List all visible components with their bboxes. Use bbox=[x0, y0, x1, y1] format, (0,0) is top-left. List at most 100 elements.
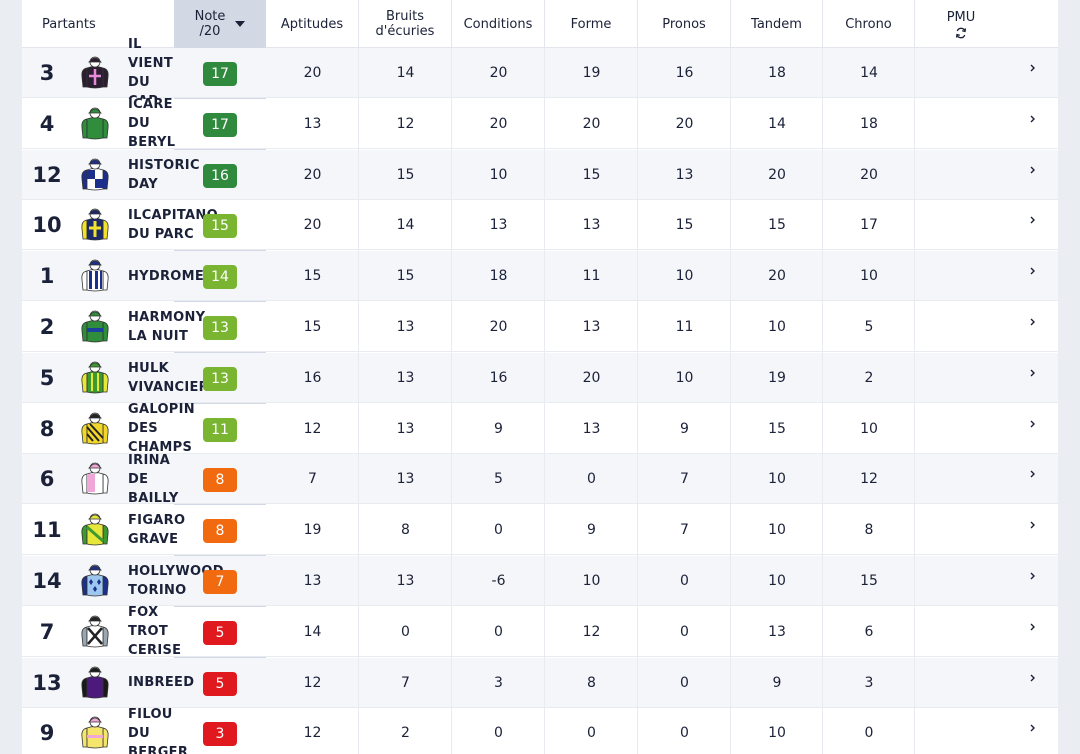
chevron-right-icon[interactable] bbox=[1028, 214, 1038, 228]
score-bruits-ecuries: 15 bbox=[396, 166, 415, 183]
score-aptitudes: 14 bbox=[303, 623, 322, 640]
table-row[interactable]: 2 HARMONY LA NUIT 13 15 13 20 13 11 10 5 bbox=[22, 302, 1058, 352]
column-divider bbox=[914, 48, 915, 754]
horse-name[interactable]: HULK VIVANCIERE bbox=[128, 360, 219, 395]
score-aptitudes: 20 bbox=[303, 217, 322, 234]
chevron-right-icon[interactable] bbox=[1028, 519, 1038, 533]
horse-number: 2 bbox=[39, 315, 55, 339]
horse-name[interactable]: HISTORIC DAY bbox=[128, 157, 200, 192]
score-conditions: 16 bbox=[489, 369, 508, 386]
header-bruits-ecuries[interactable]: Bruits d'écuries bbox=[359, 0, 452, 48]
horse-name[interactable]: HARMONY LA NUIT bbox=[128, 310, 206, 344]
table-row[interactable]: 6 IRINA DE BAILLY 8 7 13 5 0 7 10 12 bbox=[22, 452, 1058, 506]
header-tandem[interactable]: Tandem bbox=[731, 0, 823, 48]
score-tandem: 15 bbox=[768, 420, 786, 437]
score-forme: 10 bbox=[582, 573, 601, 589]
table-header: Partants Note /20 Aptitudes Bruits d'écu… bbox=[22, 0, 1058, 48]
horse-name[interactable]: HOLLYWOOD TORINO bbox=[128, 564, 224, 598]
score-aptitudes: 12 bbox=[303, 674, 322, 691]
table-row[interactable]: 4 ICARE DU BERYL 17 13 12 20 20 20 14 18 bbox=[22, 97, 1058, 151]
score-bruits-ecuries: 12 bbox=[396, 115, 415, 132]
header-pmu-label: PMU bbox=[946, 9, 976, 25]
table-row[interactable]: 14 HOLLYWOOD TORINO 7 13 13 -6 10 0 10 15 bbox=[22, 556, 1058, 606]
table-row[interactable]: 5 HULK VIVANCIERE 13 16 13 16 20 10 19 2 bbox=[22, 352, 1058, 403]
score-aptitudes: 16 bbox=[303, 369, 322, 386]
score-bruits-ecuries: 13 bbox=[396, 471, 415, 488]
horse-name[interactable]: GALOPIN DES CHAMPS bbox=[128, 402, 195, 456]
score-forme: 20 bbox=[582, 115, 601, 132]
horse-name[interactable]: ILCAPITANO DU PARC bbox=[128, 208, 218, 243]
header-note-sort[interactable]: Note /20 bbox=[174, 0, 266, 48]
header-conditions[interactable]: Conditions bbox=[452, 0, 545, 48]
table-row[interactable]: 10 ILCAPITANO DU PARC 15 20 14 13 13 15 15 17 bbox=[22, 200, 1058, 251]
chevron-right-icon[interactable] bbox=[1028, 265, 1038, 279]
table-row[interactable]: 13 INBREED 5 12 7 3 8 0 9 3 bbox=[22, 657, 1058, 708]
chevron-right-icon[interactable] bbox=[1028, 113, 1038, 127]
score-tandem: 20 bbox=[768, 268, 786, 285]
jockey-silk-icon bbox=[77, 715, 113, 753]
header-pronos[interactable]: Pronos bbox=[638, 0, 731, 48]
score-aptitudes: 12 bbox=[303, 420, 322, 437]
jockey-silk-icon bbox=[77, 411, 113, 449]
note-badge: 5 bbox=[203, 620, 237, 645]
score-pronos: 9 bbox=[680, 420, 689, 437]
score-forme: 13 bbox=[582, 217, 601, 234]
header-partants[interactable]: Partants bbox=[42, 16, 96, 32]
horse-number: 13 bbox=[32, 670, 62, 695]
chevron-right-icon[interactable] bbox=[1028, 621, 1038, 635]
table-row[interactable]: 7 FOX TROT CERISE 5 14 0 0 12 0 13 6 bbox=[22, 605, 1058, 659]
chevron-right-icon[interactable] bbox=[1028, 316, 1038, 330]
horse-name[interactable]: FIGARO GRAVE bbox=[128, 513, 186, 548]
score-tandem: 10 bbox=[768, 522, 786, 539]
chevron-right-icon[interactable] bbox=[1028, 468, 1038, 482]
horse-name[interactable]: HYDROME bbox=[128, 268, 205, 284]
horse-name[interactable]: FILOU DU BERGER bbox=[128, 706, 189, 754]
chevron-right-icon[interactable] bbox=[1028, 418, 1038, 432]
chevron-right-icon[interactable] bbox=[1028, 672, 1038, 686]
score-tandem: 9 bbox=[772, 674, 782, 691]
score-pronos: 0 bbox=[680, 725, 689, 742]
header-note-label: Note /20 bbox=[194, 9, 226, 39]
horse-name[interactable]: FOX TROT CERISE bbox=[128, 605, 182, 659]
score-pronos: 0 bbox=[680, 674, 689, 691]
score-chrono: 0 bbox=[864, 725, 874, 742]
refresh-icon[interactable] bbox=[955, 27, 967, 39]
jockey-silk-icon bbox=[77, 157, 113, 195]
horse-number: 3 bbox=[39, 61, 55, 85]
score-bruits-ecuries: 7 bbox=[401, 674, 410, 691]
score-chrono: 15 bbox=[860, 573, 878, 589]
horse-number: 12 bbox=[32, 162, 62, 187]
sort-caret-down-icon bbox=[235, 21, 246, 27]
score-pronos: 10 bbox=[675, 268, 694, 285]
table-row[interactable]: 8 GALOPIN DES CHAMPS 11 12 13 9 13 9 15 10 bbox=[22, 402, 1058, 456]
header-pmu[interactable]: PMU bbox=[915, 0, 1007, 48]
table-row[interactable]: 12 HISTORIC DAY 16 20 15 10 15 13 20 20 bbox=[22, 149, 1058, 200]
header-forme[interactable]: Forme bbox=[545, 0, 638, 48]
header-aptitudes[interactable]: Aptitudes bbox=[266, 0, 359, 48]
jockey-silk-icon bbox=[77, 461, 113, 499]
table-row[interactable]: 3 IL VIENT DU CAP1720142019161814 bbox=[22, 37, 1058, 109]
score-tandem: 15 bbox=[768, 217, 786, 234]
score-forme: 15 bbox=[582, 166, 601, 183]
table-row[interactable]: 11 FIGARO GRAVE 8 19 8 0 9 7 10 8 bbox=[22, 505, 1058, 556]
score-bruits-ecuries: 13 bbox=[396, 369, 415, 386]
chevron-right-icon[interactable] bbox=[1028, 722, 1038, 736]
horse-name[interactable]: ICARE DU BERYL bbox=[128, 97, 176, 151]
score-tandem: 20 bbox=[768, 166, 786, 183]
chevron-right-icon[interactable] bbox=[1028, 62, 1038, 76]
horse-number: 11 bbox=[32, 518, 62, 543]
score-chrono: 12 bbox=[860, 471, 878, 488]
chevron-right-icon[interactable] bbox=[1028, 367, 1038, 381]
table-row[interactable]: 1 HYDROME 14 15 15 18 11 10 20 10 bbox=[22, 251, 1058, 302]
chevron-right-icon[interactable] bbox=[1028, 164, 1038, 178]
horse-name[interactable]: IRINA DE BAILLY bbox=[128, 452, 179, 506]
horse-name[interactable]: INBREED bbox=[128, 675, 195, 691]
score-pronos: 0 bbox=[680, 623, 689, 640]
header-chrono[interactable]: Chrono bbox=[823, 0, 915, 48]
chevron-right-icon[interactable] bbox=[1028, 570, 1038, 584]
score-chrono: 6 bbox=[864, 623, 874, 640]
table-row[interactable]: 9 FILOU DU BERGER 3 12 2 0 0 0 10 0 bbox=[22, 706, 1058, 754]
score-aptitudes: 13 bbox=[303, 115, 322, 132]
score-pronos: 16 bbox=[675, 65, 694, 81]
score-aptitudes: 12 bbox=[303, 725, 322, 742]
